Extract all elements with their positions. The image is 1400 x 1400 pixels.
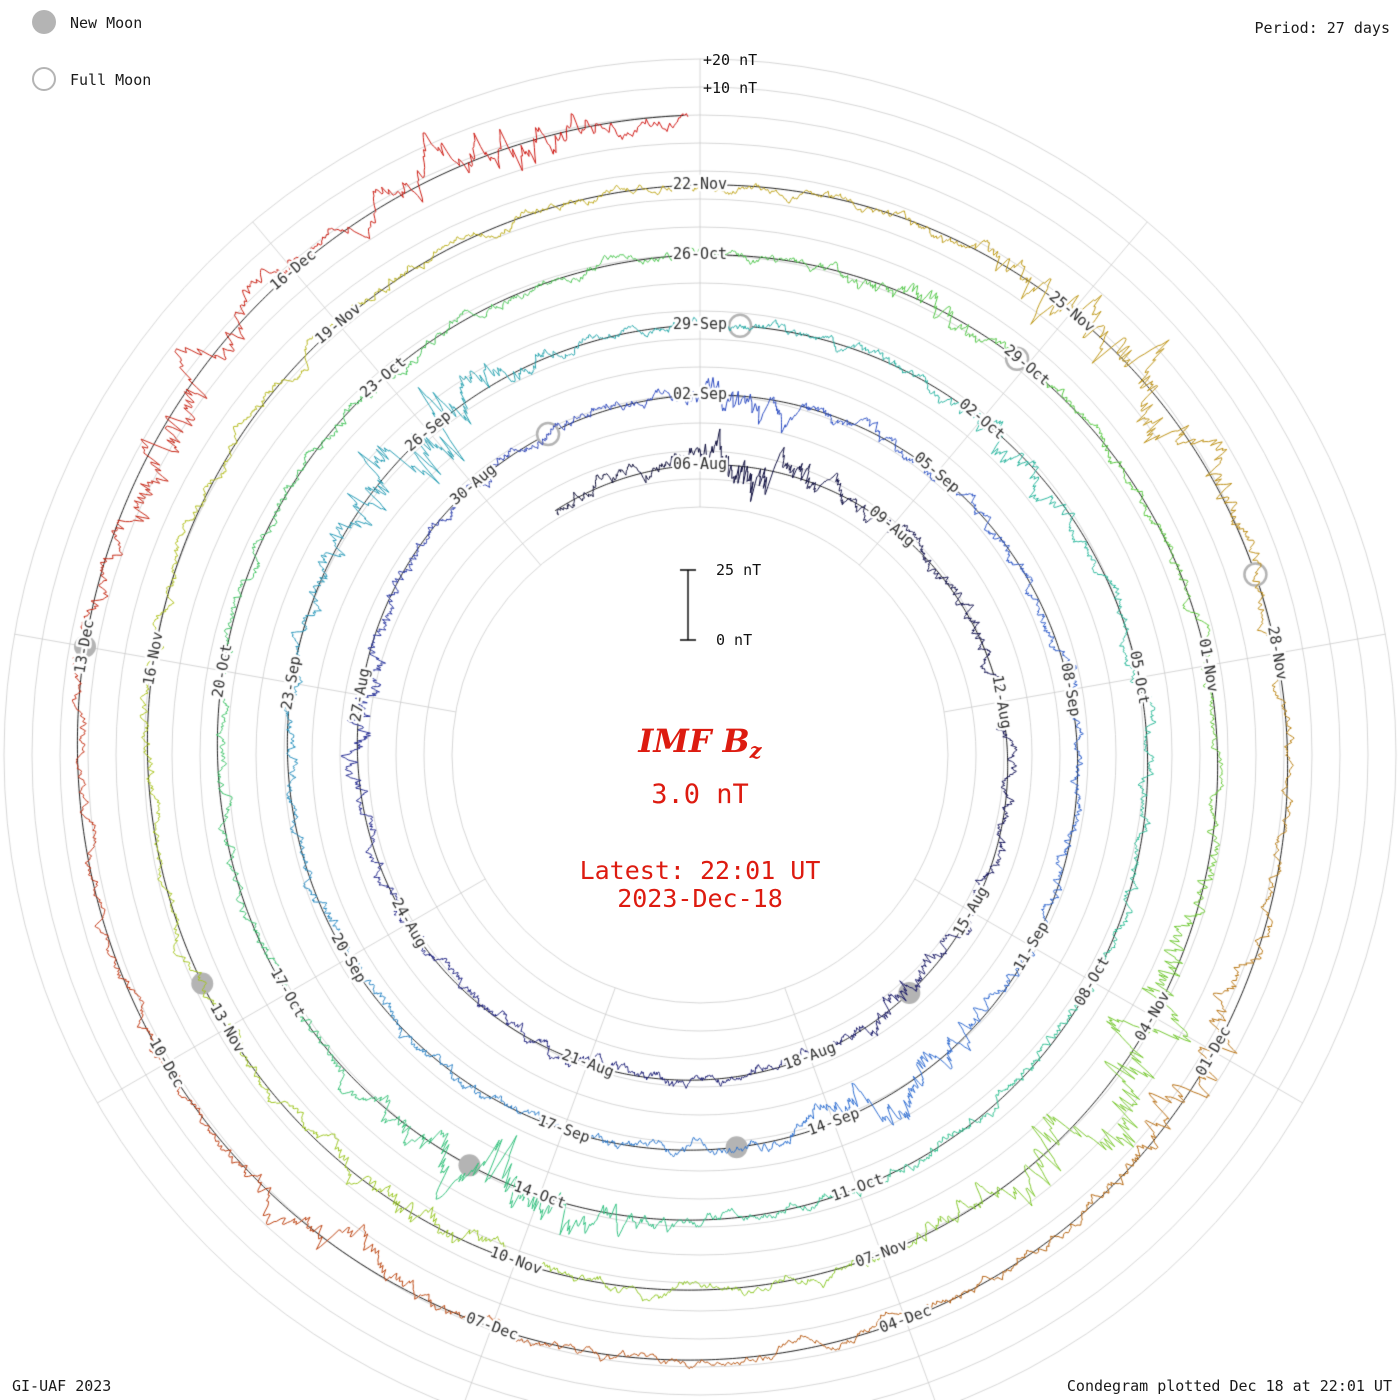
scale-25nt-label: 25 nT — [716, 561, 762, 579]
chart-title-main: IMF B — [638, 722, 750, 760]
plotted-note: Condegram plotted Dec 18 at 22:01 UT — [1066, 1377, 1392, 1395]
chart-title: IMF Bz — [0, 722, 1400, 763]
chart-title-subscript: z — [749, 738, 762, 763]
full-moon-label: Full Moon — [70, 71, 152, 89]
full-moon-icon — [32, 67, 56, 91]
latest-date: 2023-Dec-18 — [617, 884, 783, 913]
scale-0nt-label: 0 nT — [716, 631, 753, 649]
plus-20nt-label: +20 nT — [703, 51, 758, 69]
period-label: Period: 27 days — [1254, 19, 1390, 37]
credit-label: GI-UAF 2023 — [12, 1377, 112, 1395]
plus-10nt-label: +10 nT — [703, 79, 758, 97]
new-moon-label: New Moon — [70, 14, 143, 32]
current-value: 3.0 nT — [651, 779, 749, 810]
latest-time: Latest: 22:01 UT — [579, 856, 821, 885]
new-moon-icon — [32, 10, 56, 34]
